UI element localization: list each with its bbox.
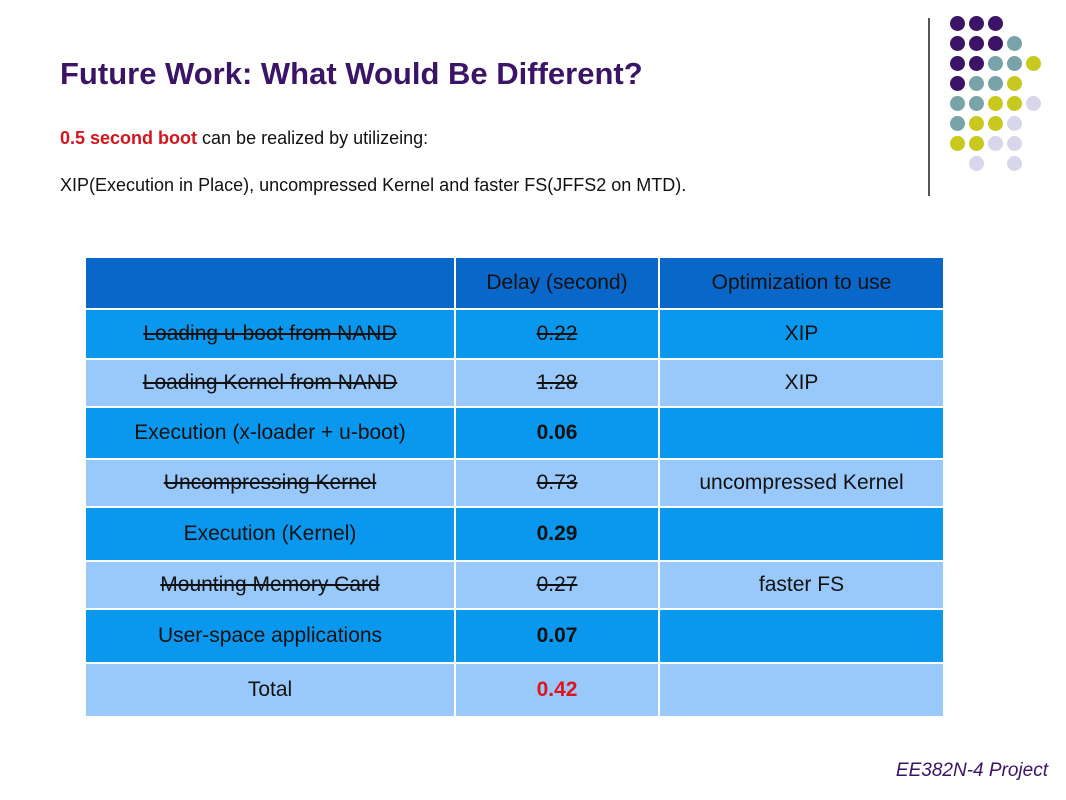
table-cell-optimization: XIP [660, 310, 943, 358]
decor-dot [1026, 96, 1041, 111]
table-cell-task: Loading Kernel from NAND [86, 360, 454, 406]
decor-dot [969, 16, 984, 31]
decor-dot [950, 76, 965, 91]
decor-dot [1007, 76, 1022, 91]
table-cell-delay: 0.29 [456, 508, 658, 560]
table-cell-delay: 0.07 [456, 610, 658, 662]
boot-time-highlight: 0.5 second boot [60, 128, 198, 148]
decor-dot [950, 36, 965, 51]
header-cell-delay: Delay (second) [456, 258, 658, 308]
table-cell-optimization [660, 664, 943, 716]
decor-dot [1007, 156, 1022, 171]
table-cell-task: User-space applications [86, 610, 454, 662]
table-cell-task: Uncompressing Kernel [86, 460, 454, 506]
decor-dot [1007, 96, 1022, 111]
footer-project-label: EE382N-4 Project [895, 760, 1048, 781]
table-cell-task: Execution (Kernel) [86, 508, 454, 560]
header-divider [928, 18, 930, 196]
table-cell-delay: 0.06 [456, 408, 658, 458]
decor-dot [988, 136, 1003, 151]
decor-dot [1007, 116, 1022, 131]
decor-dot [950, 96, 965, 111]
decor-dot [988, 76, 1003, 91]
decor-dot [969, 56, 984, 71]
table-cell-task: Mounting Memory Card [86, 562, 454, 608]
decor-dot [969, 116, 984, 131]
table-cell-optimization [660, 408, 943, 458]
table-cell-optimization [660, 610, 943, 662]
intro-line: 0.5 second boot can be realized by utili… [60, 128, 428, 149]
decor-dot [950, 116, 965, 131]
decor-dot [969, 76, 984, 91]
decor-dot [1007, 136, 1022, 151]
boot-delay-table: Delay (second) Optimization to use Loadi… [86, 258, 943, 716]
table-cell-optimization: uncompressed Kernel [660, 460, 943, 506]
table-cell-delay: 0.27 [456, 562, 658, 608]
intro-text: can be realized by utilizeing: [197, 128, 429, 148]
table-cell-delay: 0.22 [456, 310, 658, 358]
decor-dot [950, 56, 965, 71]
header-cell-optimization: Optimization to use [660, 258, 943, 308]
slide-title: Future Work: What Would Be Different? [60, 56, 643, 91]
decor-dot [1026, 56, 1041, 71]
total-delay: 0.42 [456, 664, 658, 716]
optimization-summary: XIP(Execution in Place), uncompressed Ke… [60, 175, 687, 195]
table-cell-task: Execution (x-loader + u-boot) [86, 408, 454, 458]
table-cell-optimization: faster FS [660, 562, 943, 608]
decor-dot [950, 16, 965, 31]
decor-dot [988, 16, 1003, 31]
decor-dot [1007, 56, 1022, 71]
table-cell-task: Loading u-boot from NAND [86, 310, 454, 358]
table-cell-delay: 0.73 [456, 460, 658, 506]
decor-dot [988, 116, 1003, 131]
table-cell-optimization [660, 508, 943, 560]
decor-dot [988, 56, 1003, 71]
table-cell-optimization: XIP [660, 360, 943, 406]
decor-dot [969, 36, 984, 51]
total-label: Total [86, 664, 454, 716]
decor-dot [988, 36, 1003, 51]
decor-dot [969, 156, 984, 171]
decor-dot [950, 136, 965, 151]
header-cell-task [86, 258, 454, 308]
decor-dot [1007, 36, 1022, 51]
decor-dot [969, 96, 984, 111]
decor-dot [969, 136, 984, 151]
decor-dot [988, 96, 1003, 111]
table-cell-delay: 1.28 [456, 360, 658, 406]
